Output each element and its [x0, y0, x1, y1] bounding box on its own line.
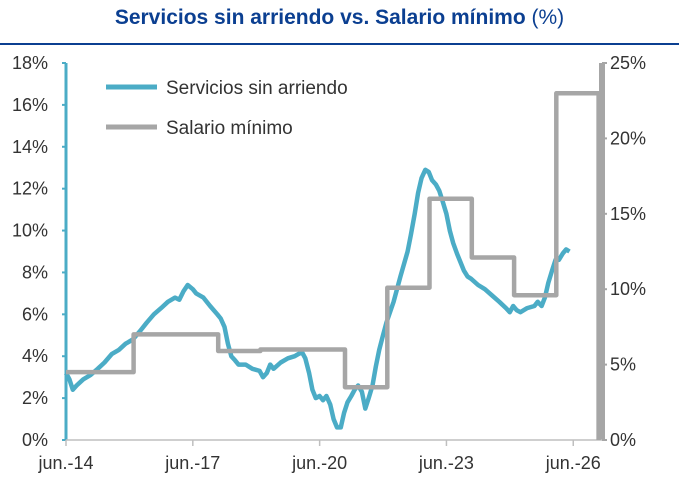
y-right-tick-label: 0%: [610, 430, 636, 450]
y-left-tick-label: 18%: [12, 53, 48, 73]
y-left-tick-label: 4%: [22, 346, 48, 366]
y-left-tick-label: 16%: [12, 95, 48, 115]
y-left-tick-label: 0%: [22, 430, 48, 450]
y-right-tick-label: 5%: [610, 355, 636, 375]
x-tick-label: jun.-14: [37, 453, 93, 473]
y-left-tick-label: 12%: [12, 179, 48, 199]
axes-layer: 0% 2% 4% 6% 8% 10% 12% 14% 16% 18% 0% 5% 10% 15% 20% 25…: [12, 53, 646, 473]
legend-label: Servicios sin arriendo: [166, 78, 348, 99]
y-left-tick-label: 2%: [22, 388, 48, 408]
y-right-tick-label: 15%: [610, 204, 646, 224]
chart-title-main: Servicios sin arriendo vs. Salario mínim…: [114, 6, 526, 29]
y-right-tick-label: 10%: [610, 279, 646, 299]
x-tick-label: jun.-17: [164, 453, 220, 473]
chart-title-unit: (%): [531, 6, 565, 29]
x-tick-label: jun.-23: [418, 453, 474, 473]
legend-label: Salario mínimo: [166, 118, 293, 139]
chart-title: Servicios sin arriendo vs. Salario mínim…: [0, 6, 679, 30]
x-tick-label: jun.-20: [291, 453, 347, 473]
y-right-tick-label: 20%: [610, 128, 646, 148]
legend: Servicios sin arriendo Salario mínimo: [106, 78, 348, 139]
series-line-servicios: [64, 167, 571, 430]
y-left-tick-label: 8%: [22, 262, 48, 282]
x-tick-label: jun.-26: [545, 453, 601, 473]
series-line-salario: [66, 90, 601, 440]
series-layer: [64, 90, 601, 440]
title-divider: [0, 43, 679, 45]
y-left-tick-label: 10%: [12, 221, 48, 241]
y-left-tick-label: 14%: [12, 137, 48, 157]
y-right-tick-label: 25%: [610, 53, 646, 73]
y-left-tick-label: 6%: [22, 304, 48, 324]
